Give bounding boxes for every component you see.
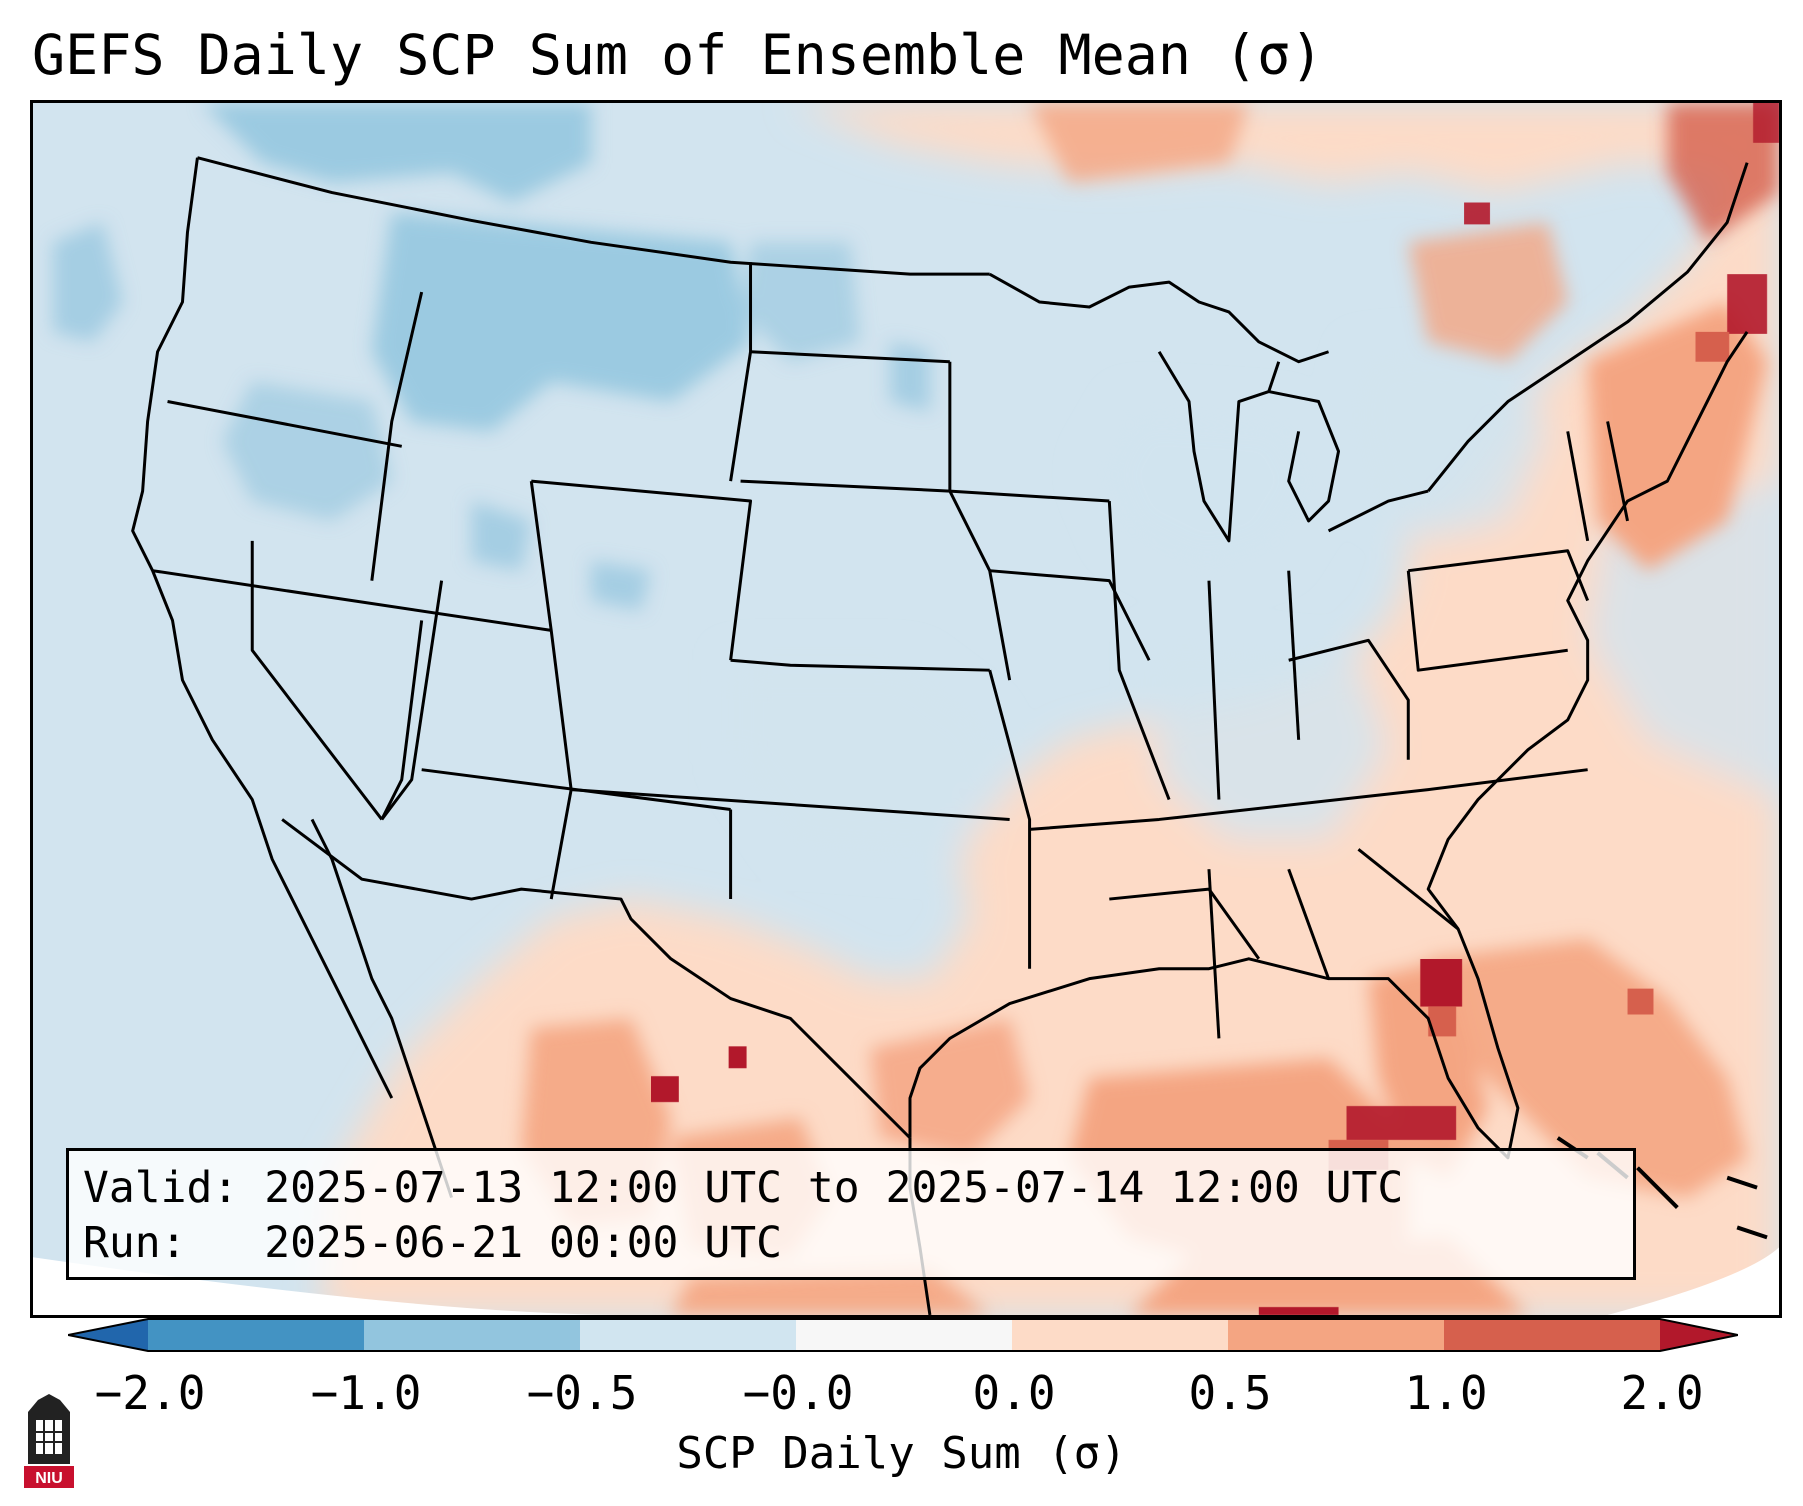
pa-ny-border — [1408, 549, 1590, 602]
il-borders — [1107, 500, 1171, 801]
ks-ok-border — [571, 788, 1010, 821]
negative-anomaly-field — [52, 103, 930, 611]
ne-ks-border — [730, 658, 990, 672]
colorbar-tick-label: 0.5 — [1188, 1366, 1272, 1420]
oh-in-line — [1287, 570, 1301, 740]
ga-al-border — [1287, 868, 1330, 980]
lake-superior-shore — [988, 272, 1330, 364]
lake-michigan-shore — [1157, 351, 1281, 543]
run-value: 2025-06-21 00:00 UTC — [264, 1218, 782, 1268]
colorbar-bin — [1012, 1319, 1228, 1351]
nh-me-border — [1606, 421, 1629, 522]
colorbar-tick-label: 1.0 — [1404, 1366, 1488, 1420]
valid-label: Valid: — [83, 1163, 239, 1213]
logo-window — [36, 1420, 62, 1454]
baja-coastline — [310, 818, 453, 1199]
valid-value: 2025-07-13 12:00 UTC to 2025-07-14 12:00… — [264, 1163, 1404, 1213]
pacific-coastline — [131, 157, 394, 1099]
niu-logo: NIU — [24, 1394, 74, 1488]
us-canada-border — [197, 156, 990, 276]
colorbar-bin — [580, 1319, 796, 1351]
colorbar-tick-label: −1.0 — [310, 1366, 422, 1420]
logo-text: NIU — [35, 1470, 63, 1487]
atlantic-gulf-coastline — [908, 331, 1749, 1160]
colorbar-over-extension — [1660, 1319, 1738, 1351]
logo-band — [24, 1466, 74, 1488]
ny-vt-border — [1566, 431, 1590, 542]
ca-nv-border — [250, 540, 383, 821]
ok-ar-line — [988, 669, 1032, 969]
colorbar-tick-label: −0.0 — [742, 1366, 854, 1420]
pa-wv-va-line — [1406, 570, 1568, 672]
ia-mn-border — [949, 489, 1110, 503]
colorbar-bin — [1444, 1319, 1660, 1351]
wy-borders — [531, 479, 753, 661]
in-il-line — [1207, 580, 1221, 800]
off-projection-area — [33, 1257, 631, 1315]
tn-nc-line — [1029, 768, 1588, 831]
off-projection-area-right — [1607, 1247, 1779, 1315]
colorbar-outline — [68, 1318, 1738, 1352]
colorbar-bin — [148, 1319, 364, 1351]
nv-az-border — [380, 620, 424, 821]
colorbar-tick-label: 2.0 — [1620, 1366, 1704, 1420]
map-svg — [33, 103, 1779, 1315]
st-lawrence-shore — [1427, 162, 1749, 493]
wa-or-border — [167, 400, 403, 448]
nv-ut-border — [380, 580, 444, 821]
or-ca-nv-line — [152, 569, 552, 632]
map-panel — [30, 100, 1782, 1318]
colorbar-bin — [364, 1319, 580, 1351]
colorbar-tick-label: 0.0 — [972, 1366, 1056, 1420]
colorbar-tick-label: −2.0 — [94, 1366, 206, 1420]
id-west-border — [370, 291, 424, 581]
political-boundaries — [131, 156, 1749, 1315]
colorbar-bin — [1228, 1319, 1444, 1351]
valid-run-info-box: Valid: 2025-07-13 12:00 UTC to 2025-07-1… — [66, 1148, 1636, 1280]
nd-sd-border — [750, 350, 950, 364]
logo-window-bars — [36, 1420, 62, 1454]
mn-ia-line — [948, 361, 1012, 681]
colorbar-tick-label: −0.5 — [526, 1366, 638, 1420]
ut-az-co-line — [529, 480, 573, 900]
sd-ne-border — [740, 479, 950, 493]
colorbar-label: SCP Daily Sum (σ) — [676, 1428, 1127, 1479]
colorbar — [68, 1318, 1738, 1352]
ky-wv-line — [1288, 638, 1410, 760]
ga-sc-border — [1357, 848, 1460, 931]
lake-huron-shore — [1268, 390, 1341, 523]
colorbar-under-extension — [68, 1319, 148, 1351]
al-ms-border — [1207, 869, 1221, 1039]
colorbar-bin — [796, 1319, 1012, 1351]
mt-dakota-border — [729, 262, 753, 482]
lake-erie-shore — [1327, 489, 1429, 533]
us-mexico-border — [281, 818, 912, 1139]
ia-mo-border — [989, 569, 1151, 661]
run-label: Run: — [83, 1218, 187, 1268]
chart-title: GEFS Daily SCP Sum of Ensemble Mean (σ) — [32, 23, 1324, 87]
